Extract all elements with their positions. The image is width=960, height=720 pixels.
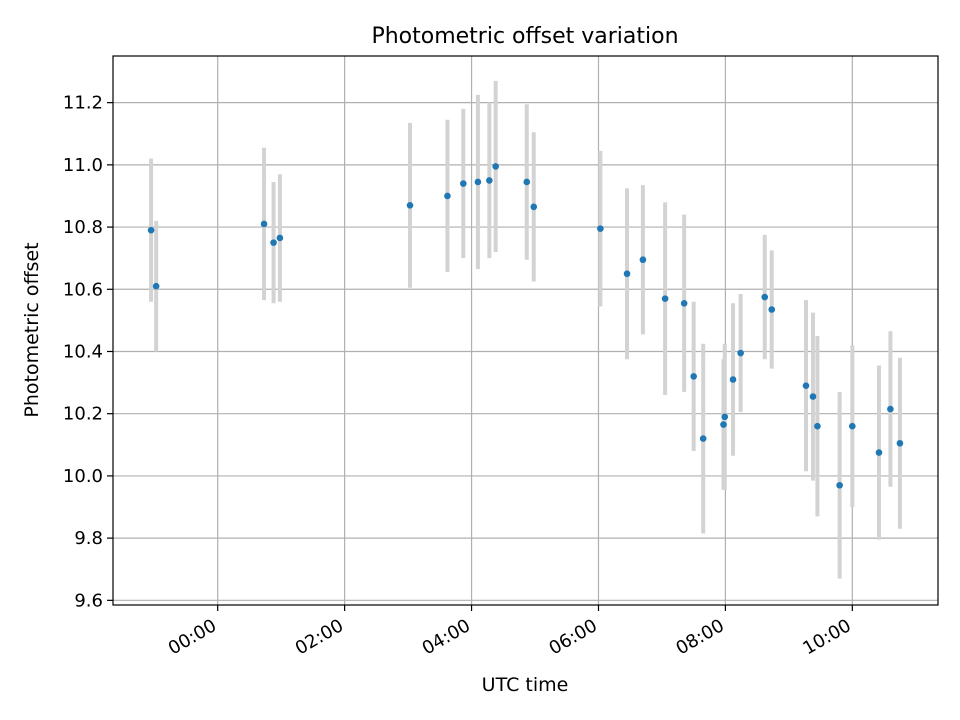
- data-point: [836, 481, 843, 489]
- data-point: [802, 382, 810, 390]
- data-points: [147, 163, 904, 489]
- plot-frame: [112, 55, 939, 606]
- data-point: [270, 239, 277, 246]
- data-point: [639, 256, 647, 264]
- data-point: [849, 422, 856, 430]
- y-tick-label: 9.6: [74, 590, 103, 611]
- data-point: [276, 234, 284, 242]
- data-point: [896, 439, 904, 447]
- data-point: [680, 299, 688, 307]
- y-tick-label: 11.0: [63, 155, 103, 176]
- y-tick-label: 11.2: [63, 93, 103, 114]
- y-tick-label: 10.0: [63, 466, 103, 487]
- y-tick-label: 9.8: [74, 528, 103, 549]
- data-point: [474, 178, 482, 186]
- data-point: [444, 192, 451, 200]
- data-point: [486, 177, 493, 184]
- data-point: [699, 435, 707, 442]
- data-point: [152, 282, 160, 290]
- data-point: [523, 178, 531, 186]
- data-point: [460, 180, 467, 187]
- data-point: [729, 376, 737, 383]
- y-tick-label: 10.6: [63, 279, 103, 300]
- grid: [113, 56, 938, 605]
- chart-title: Photometric offset variation: [371, 24, 678, 49]
- y-tick-label: 10.8: [63, 217, 103, 238]
- x-axis-label: UTC time: [482, 674, 569, 696]
- data-point: [814, 422, 821, 430]
- data-point: [597, 225, 604, 232]
- data-point: [260, 220, 268, 228]
- data-point: [720, 421, 727, 428]
- data-point: [887, 405, 894, 413]
- y-tick-label: 10.2: [63, 404, 103, 425]
- y-axis-label: Photometric offset: [21, 242, 43, 417]
- y-tick-label: 10.4: [63, 341, 103, 362]
- data-point: [737, 349, 744, 357]
- data-point: [406, 202, 414, 209]
- data-point: [147, 226, 155, 234]
- y-axis-ticks: 9.6 9.8 10.0 10.2 10.4 10.6 10.8 11.0 11.2: [63, 93, 113, 611]
- data-point: [623, 270, 631, 278]
- data-point: [690, 373, 697, 380]
- data-point: [721, 413, 729, 421]
- data-point: [809, 393, 817, 400]
- data-point: [761, 293, 769, 301]
- data-point: [661, 295, 669, 302]
- data-point: [768, 306, 776, 313]
- data-point: [875, 449, 883, 456]
- data-point: [530, 203, 538, 211]
- data-point: [492, 163, 499, 170]
